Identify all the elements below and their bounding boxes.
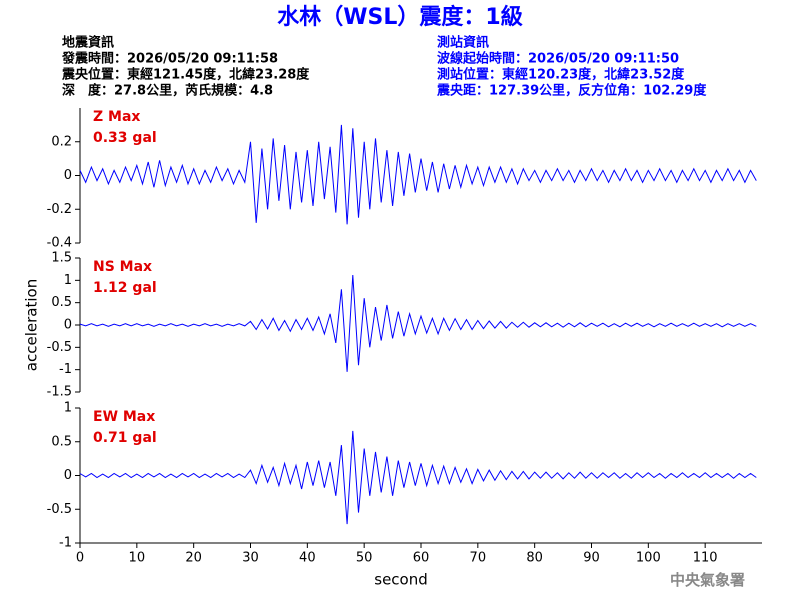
info-line: 波線起始時間：2026/05/20 09:11:50 <box>437 51 679 67</box>
annotation: Z Max <box>93 109 140 125</box>
y-tick-label: 0.5 <box>51 434 72 449</box>
annotation: NS Max <box>93 259 152 275</box>
x-tick-label: 80 <box>526 551 543 566</box>
info-line: 測站資訊 <box>437 35 489 51</box>
info-line: 測站位置：東經120.23度，北緯23.52度 <box>437 67 685 83</box>
x-tick-label: 0 <box>76 551 84 566</box>
info-line: 深 度：27.8公里，芮氏規模：4.8 <box>62 83 273 99</box>
x-tick-label: 60 <box>413 551 430 566</box>
y-tick-label: -1 <box>59 536 72 551</box>
y-tick-label: -0.2 <box>47 202 72 217</box>
x-tick-label: 50 <box>356 551 373 566</box>
y-tick-label: -0.4 <box>47 236 72 251</box>
x-tick-label: 100 <box>636 551 661 566</box>
info-line: 震央位置：東經121.45度，北緯23.28度 <box>61 67 310 83</box>
x-tick-label: 10 <box>129 551 146 566</box>
annotation: 0.33 gal <box>93 130 157 146</box>
x-tick-label: 30 <box>242 551 259 566</box>
x-tick-label: 70 <box>470 551 487 566</box>
info-line: 發震時間：2026/05/20 09:11:58 <box>61 51 278 67</box>
x-tick-label: 20 <box>185 551 202 566</box>
y-tick-label: 1.5 <box>51 251 72 266</box>
y-tick-label: 1 <box>64 273 72 288</box>
y-tick-label: 0.5 <box>51 295 72 310</box>
y-tick-label: 0 <box>64 468 72 483</box>
x-axis-label: second <box>374 571 428 589</box>
waveform <box>79 274 757 372</box>
y-tick-label: -0.5 <box>47 502 72 517</box>
y-tick-label: 1 <box>64 401 72 416</box>
y-tick-label: 0 <box>64 318 72 333</box>
y-tick-label: -0.5 <box>47 340 72 355</box>
footer: 中央氣象署 <box>670 571 745 589</box>
y-tick-label: 0 <box>64 168 72 183</box>
info-line: 地震資訊 <box>62 35 114 51</box>
x-tick-label: 90 <box>583 551 600 566</box>
y-axis-label: acceleration <box>23 279 41 371</box>
y-tick-label: 0.2 <box>51 134 72 149</box>
annotation: 1.12 gal <box>93 280 157 296</box>
x-tick-label: 110 <box>693 551 718 566</box>
annotation: 0.71 gal <box>93 430 157 446</box>
y-tick-label: -1 <box>59 362 72 377</box>
waveform <box>79 430 757 525</box>
annotation: EW Max <box>93 409 155 425</box>
x-tick-label: 40 <box>299 551 316 566</box>
chart-title: 水林（WSL）震度：1級 <box>277 4 522 30</box>
y-tick-label: -1.5 <box>47 385 72 400</box>
info-line: 震央距：127.39公里，反方位角：102.29度 <box>436 83 707 99</box>
waveform <box>79 124 757 225</box>
